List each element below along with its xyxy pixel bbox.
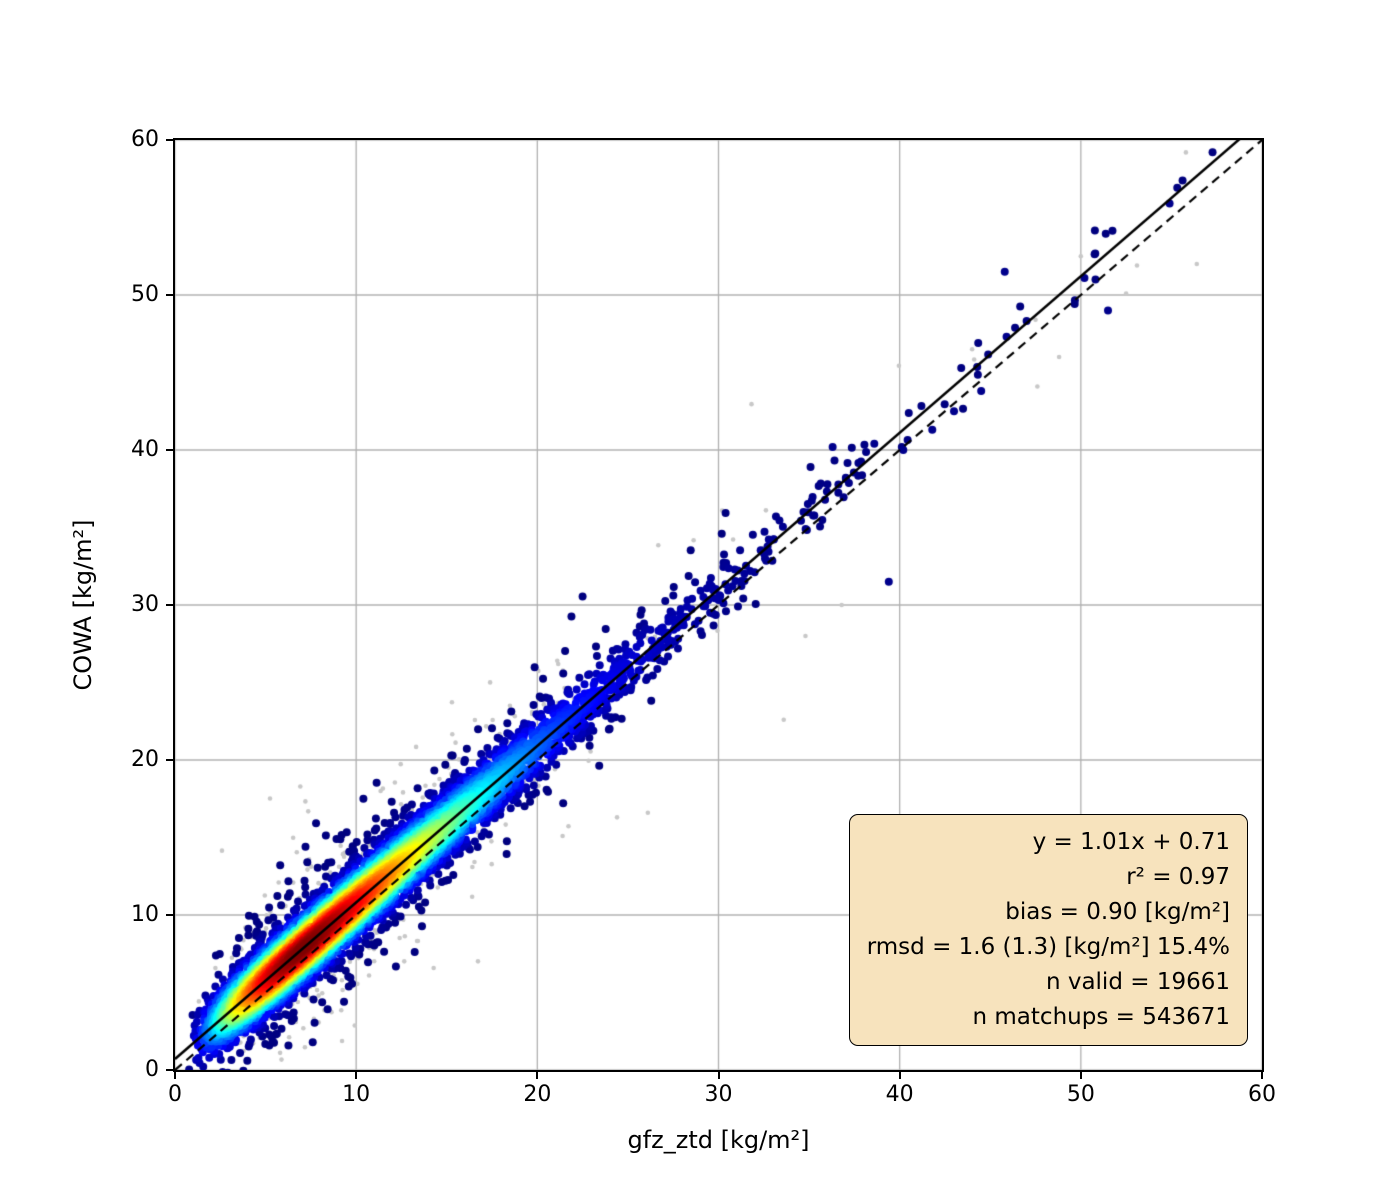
x-tick-mark — [174, 1070, 176, 1079]
y-tick-label: 10 — [131, 901, 159, 927]
y-tick-mark — [166, 1069, 175, 1071]
x-tick-mark — [536, 1070, 539, 1079]
x-tick-label: 50 — [1066, 1082, 1095, 1107]
y-tick-label: 60 — [131, 127, 159, 152]
x-tick-label: 60 — [1248, 1082, 1276, 1107]
stats-line-r-squared: r² = 0.97 — [1126, 864, 1230, 891]
y-tick-label: 50 — [131, 282, 159, 307]
stats-line-fit-equation: y = 1.01x + 0.71 — [1032, 829, 1230, 856]
x-tick-label: 40 — [885, 1082, 914, 1107]
x-tick-mark — [898, 1070, 901, 1079]
x-tick-label: 20 — [523, 1082, 552, 1107]
x-tick-label: 10 — [342, 1082, 371, 1107]
stats-line-n-matchups: n matchups = 543671 — [972, 1004, 1230, 1031]
stats-box: y = 1.01x + 0.71 r² = 0.97 bias = 0.90 [… — [848, 814, 1248, 1046]
y-tick-label: 30 — [131, 592, 159, 617]
stats-line-rmsd: rmsd = 1.6 (1.3) [kg/m²] 15.4% — [866, 934, 1230, 961]
x-tick-mark — [355, 1070, 358, 1079]
stats-line-bias: bias = 0.90 [kg/m²] — [1005, 899, 1230, 926]
y-tick-mark — [166, 758, 175, 761]
plot-area: 0 10 20 30 40 50 60 60 50 40 30 20 10 0 … — [69, 129, 1276, 1155]
y-tick-mark — [166, 139, 175, 141]
x-tick-mark — [1261, 1070, 1263, 1079]
x-tick-label: 30 — [704, 1082, 733, 1107]
y-tick-label: 40 — [131, 436, 159, 462]
y-axis-label: COWA [kg/m²] — [69, 519, 97, 691]
y-tick-label: 0 — [145, 1057, 159, 1082]
stats-line-n-valid: n valid = 19661 — [1045, 969, 1230, 996]
x-axis-label: gfz_ztd [kg/m²] — [627, 1126, 810, 1154]
y-tick-mark — [166, 293, 175, 296]
x-tick-mark — [1079, 1070, 1082, 1079]
x-tick-label: 0 — [168, 1082, 182, 1107]
y-tick-mark — [166, 448, 175, 451]
y-tick-mark — [166, 914, 175, 916]
x-tick-mark — [717, 1070, 720, 1079]
y-tick-label: 20 — [131, 747, 159, 772]
y-tick-mark — [166, 604, 175, 606]
